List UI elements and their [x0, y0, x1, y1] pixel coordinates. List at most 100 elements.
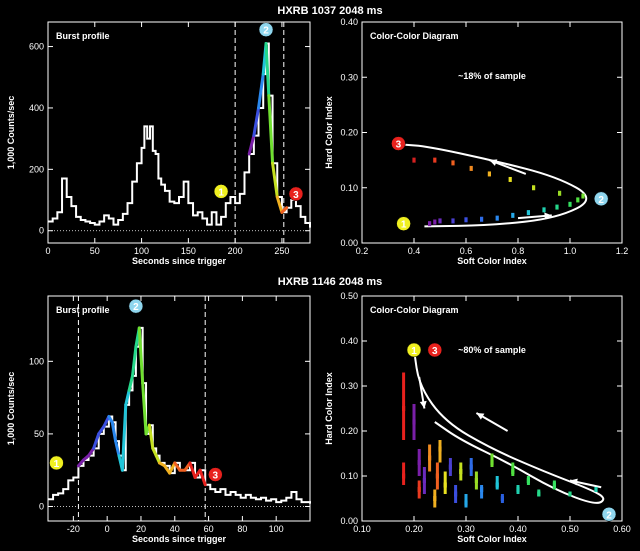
- colored-segment: [257, 72, 265, 110]
- panel-title: Color-Color Diagram: [370, 305, 459, 315]
- data-point: [438, 218, 442, 224]
- data-point: [454, 491, 458, 497]
- data-point: [532, 185, 536, 191]
- data-point: [487, 171, 491, 177]
- data-point: [469, 165, 473, 171]
- section-title-top: HXRB 1037 2048 ms: [277, 5, 382, 17]
- colored-segment: [252, 106, 261, 138]
- direction-arrow-head: [570, 478, 578, 486]
- badge-marker-2: [288, 186, 304, 202]
- badge-label-1: 2: [606, 510, 612, 521]
- data-point: [438, 446, 442, 452]
- data-point: [417, 487, 421, 492]
- badge-marker-0: [213, 184, 229, 199]
- x-tick-label: 200: [228, 246, 243, 256]
- colored-segment: [102, 414, 111, 429]
- data-point: [451, 218, 455, 224]
- x-tick-label: 100: [134, 246, 149, 256]
- x-tick-label: 0.10: [353, 524, 371, 534]
- colored-segment: [168, 461, 177, 475]
- badge-marker-1: [128, 298, 144, 314]
- y-tick-label: 0.30: [340, 72, 358, 82]
- data-point: [422, 478, 426, 483]
- plot-frame: [361, 295, 623, 522]
- evolution-loop-path: [403, 143, 588, 228]
- x-tick-label: 1.0: [564, 246, 577, 256]
- badge-marker-2: [208, 467, 223, 482]
- color-color-chart-1037: 0.2 0.4 0.6 0.8 1.0 1.2 0.00 0.10 0.20 0.30 0.40 So…: [324, 17, 628, 266]
- badge-label-0: 1: [218, 187, 224, 198]
- y-tick-label: 0.30: [340, 381, 358, 391]
- x-axis-label: Seconds since trigger: [132, 256, 227, 266]
- x-tick-label: 0.30: [457, 524, 475, 534]
- colored-segment: [92, 432, 101, 450]
- data-point: [448, 464, 452, 470]
- y-tick-label: 0.20: [340, 128, 358, 138]
- colored-segment: [264, 41, 271, 98]
- data-point: [495, 215, 499, 221]
- y-tick-label: 400: [29, 103, 44, 113]
- sample-fraction-annotation: ~18% of sample: [458, 71, 526, 81]
- badge-marker-2: [391, 136, 406, 151]
- y-tick-label: 0.40: [340, 17, 358, 27]
- x-axis-label: Soft Color Index: [457, 256, 527, 266]
- data-point: [568, 491, 572, 497]
- badge-marker-0: [396, 216, 411, 231]
- colored-segment: [271, 161, 279, 199]
- y-tick-label: 100: [29, 356, 44, 366]
- data-point: [459, 469, 463, 474]
- data-point: [451, 160, 455, 166]
- y-tick-label: 0.50: [340, 291, 358, 301]
- plot-frame: [47, 295, 311, 522]
- badge-label-2: 3: [396, 140, 402, 151]
- data-point: [480, 216, 484, 222]
- data-point: [576, 197, 580, 203]
- x-tick-label: 250: [274, 246, 289, 256]
- badge-marker-0: [406, 342, 422, 358]
- data-point: [526, 210, 530, 216]
- data-point: [412, 419, 416, 425]
- x-axis-label: Soft Color Index: [457, 534, 527, 544]
- colored-segment: [267, 94, 275, 165]
- badge-label-1: 2: [263, 26, 269, 37]
- y-axis-label: 1,000 Counts/sec: [6, 96, 16, 170]
- data-point: [537, 491, 541, 497]
- x-tick-label: 100: [269, 524, 284, 534]
- x-tick-label: 80: [237, 524, 247, 534]
- data-point: [542, 207, 546, 213]
- x-tick-label: 0.50: [561, 524, 579, 534]
- x-tick-label: 0.6: [460, 246, 473, 256]
- x-tick-label: 20: [136, 524, 146, 534]
- y-axis-label: 1,000 Counts/sec: [6, 372, 16, 446]
- badge-label-0: 1: [411, 346, 417, 357]
- data-point: [526, 478, 530, 483]
- data-point: [511, 469, 515, 474]
- burst-profile-chart-1146: -20 0 20 40 60 80 100 0 50 100 Seconds since trigg…: [6, 295, 311, 544]
- y-tick-label: 50: [34, 429, 44, 439]
- badge-label-2: 3: [293, 190, 299, 201]
- plot-frame: [47, 21, 311, 244]
- evolution-loop-path: [413, 349, 605, 504]
- x-tick-label: 0.4: [408, 246, 421, 256]
- data-point: [433, 157, 437, 163]
- y-axis-label: Hard Color Index: [324, 372, 334, 445]
- y-tick-label: 0.00: [340, 238, 358, 248]
- colored-segment: [127, 374, 135, 392]
- data-point: [428, 455, 432, 461]
- x-tick-label: 150: [181, 246, 196, 256]
- colored-segment: [131, 345, 138, 378]
- data-point: [469, 464, 473, 470]
- colored-segment: [141, 381, 148, 436]
- x-tick-label: 1.2: [616, 246, 629, 256]
- data-point: [552, 482, 556, 488]
- y-tick-label: 0.00: [340, 516, 358, 526]
- x-tick-label: 0: [45, 246, 50, 256]
- data-point: [433, 219, 437, 225]
- colored-segment: [137, 326, 145, 385]
- badge-marker-1: [601, 507, 617, 522]
- x-axis-label: Seconds since trigger: [132, 534, 227, 544]
- x-tick-label: 60: [204, 524, 214, 534]
- badge-marker-1: [258, 22, 274, 37]
- data-point: [428, 221, 432, 227]
